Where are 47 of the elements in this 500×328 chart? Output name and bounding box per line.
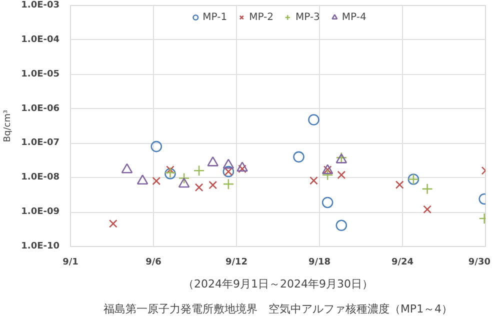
legend-label: MP-1 [202,12,228,22]
point [136,174,148,185]
legend-label: MP-4 [342,12,366,22]
y-tick-label: 1.0E-05 [21,69,60,80]
point [337,170,346,180]
point [322,196,334,208]
point [336,220,348,232]
point [178,178,190,188]
y-tick-label: 1.0E-06 [21,104,60,114]
point [238,164,246,174]
point [236,162,248,172]
x-tick-label: 9/12 [225,258,248,268]
point [207,156,219,166]
point [423,205,432,214]
point [194,183,204,192]
point [222,158,234,169]
point [166,166,174,174]
point [178,172,190,184]
point [121,163,133,174]
point [152,176,161,186]
legend-label: MP-2 [249,12,274,22]
y-tick-label: 1.0E-04 [21,34,60,45]
point [322,169,334,181]
x-tick-label: 9/18 [308,258,331,268]
y-tick-label: 1.0E-10 [21,242,60,252]
text: （2024年9月1日～2024年9月30日） [183,278,373,290]
legend-label: MP-3 [296,12,320,22]
y-tick-label: 1.0E-09 [21,207,60,218]
text: 福島第一原子力発電所敷地境界 空気中アルファ核種濃度（MP1～4） [103,302,453,316]
point [193,164,205,176]
point [108,219,118,228]
point [208,180,218,190]
x-tick-label: 9/1 [62,258,78,268]
x-tick-label: 9/6 [146,258,162,268]
point [310,176,318,185]
y-tick-label: 1.0E-08 [21,172,60,183]
point [150,140,162,152]
point [395,180,404,189]
y-axis-title: Bq/cm³ [3,109,14,142]
point [222,178,234,190]
point [422,183,433,195]
y-tick-label: 1.0E-07 [21,138,60,148]
point [293,151,304,163]
x-tick-label: 9/30 [468,258,491,268]
y-tick-label: 1.0E-03 [21,0,60,10]
point [308,114,320,126]
x-tick-label: 9/24 [391,258,414,268]
